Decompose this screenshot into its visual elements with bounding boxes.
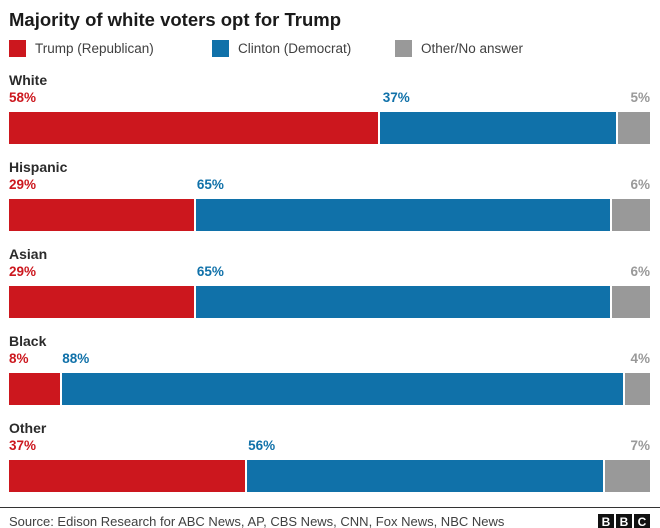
stacked-bar <box>9 112 650 144</box>
bar-segment <box>611 286 650 318</box>
category-label: Other <box>9 420 47 436</box>
value-label: 5% <box>630 90 650 105</box>
value-label: 37% <box>9 438 37 453</box>
footer: Source: Edison Research for ABC News, AP… <box>9 508 650 528</box>
value-labels: 29% 65% 6% <box>9 177 650 193</box>
stacked-bar <box>9 286 650 318</box>
legend-swatch-icon <box>212 39 229 57</box>
value-label: 6% <box>630 264 650 279</box>
value-label: 29% <box>9 264 37 279</box>
legend-label: Clinton (Democrat) <box>238 40 352 56</box>
category-label: Asian <box>9 246 48 262</box>
legend-item: Trump (Republican) <box>9 39 154 57</box>
bbc-logo-letter: C <box>634 513 650 528</box>
bbc-logo-letter: B <box>616 513 632 528</box>
value-label: 58% <box>9 90 37 105</box>
value-label: 8% <box>9 351 29 366</box>
bar-segment <box>9 286 194 318</box>
bar-segment <box>61 373 623 405</box>
stacked-bar <box>9 460 650 492</box>
value-labels: 58% 37% 5% <box>9 90 650 106</box>
legend-swatch-icon <box>9 39 26 57</box>
legend-label: Trump (Republican) <box>35 40 154 56</box>
source-text: Source: Edison Research for ABC News, AP… <box>9 514 505 528</box>
chart-row: Asian 29% 65% 6% <box>9 246 650 319</box>
stacked-bar <box>9 373 650 405</box>
value-labels: 8% 88% 4% <box>9 351 650 367</box>
bar-segment <box>9 460 245 492</box>
chart-title: Majority of white voters opt for Trump <box>9 9 341 30</box>
value-labels: 29% 65% 6% <box>9 264 650 280</box>
value-label: 29% <box>9 177 37 192</box>
value-labels: 37% 56% 7% <box>9 438 650 454</box>
bar-segment <box>611 199 650 231</box>
value-label: 65% <box>196 177 224 192</box>
legend-item: Clinton (Democrat) <box>212 39 351 57</box>
value-label: 6% <box>630 177 650 192</box>
value-label: 56% <box>248 438 276 453</box>
category-label: Hispanic <box>9 159 68 175</box>
bar-segment <box>195 286 610 318</box>
bar-segment <box>618 112 650 144</box>
bar-segment <box>9 373 60 405</box>
legend-swatch-icon <box>395 39 412 57</box>
legend-label: Other/No answer <box>421 40 524 56</box>
bar-segment <box>9 199 194 231</box>
legend-item: Other/No answer <box>395 39 523 57</box>
bar-segment <box>9 112 379 144</box>
value-label: 88% <box>62 351 90 366</box>
value-label: 4% <box>630 351 650 366</box>
chart-row: Black 8% 88% 4% <box>9 333 650 406</box>
chart-row: Hispanic 29% 65% 6% <box>9 159 650 232</box>
stacked-bar <box>9 199 650 231</box>
value-label: 7% <box>630 438 650 453</box>
legend: Trump (Republican) Clinton (Democrat) Othe… <box>9 39 650 57</box>
bar-segment <box>246 460 604 492</box>
chart-row: Other 37% 56% 7% <box>9 420 650 493</box>
bar-segment <box>605 460 650 492</box>
bar-segment <box>195 199 610 231</box>
category-label: Black <box>9 333 47 349</box>
bbc-logo-letter: B <box>598 513 614 528</box>
bar-segment <box>380 112 617 144</box>
footer-divider <box>0 507 660 508</box>
chart-area: White 58% 37% 5% Hispanic 29% 65% 6% Asian 29% 65%… <box>9 72 650 493</box>
bar-segment <box>624 373 650 405</box>
value-label: 65% <box>196 264 224 279</box>
category-label: White <box>9 72 48 88</box>
chart-row: White 58% 37% 5% <box>9 72 650 145</box>
value-label: 37% <box>382 90 410 105</box>
